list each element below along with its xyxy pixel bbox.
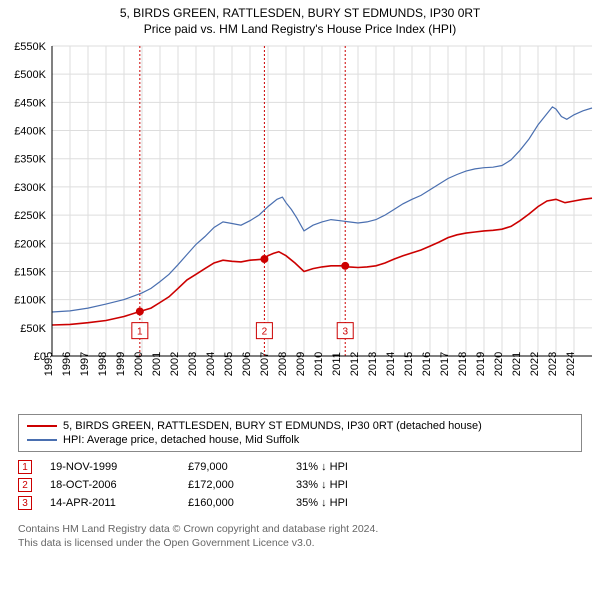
y-tick-label: £500K <box>14 69 46 81</box>
y-tick-label: £100K <box>14 295 46 307</box>
legend-row: HPI: Average price, detached house, Mid … <box>27 433 573 447</box>
event-date: 14-APR-2011 <box>50 497 170 509</box>
chart-titles: 5, BIRDS GREEN, RATTLESDEN, BURY ST EDMU… <box>0 0 600 38</box>
footer-line1: Contains HM Land Registry data © Crown c… <box>18 522 582 536</box>
x-tick-label: 1999 <box>115 352 127 376</box>
y-tick-label: £250K <box>14 210 46 222</box>
y-tick-label: £200K <box>14 238 46 250</box>
chart-svg: £0£50K£100K£150K£200K£250K£300K£350K£400… <box>0 38 600 408</box>
footer-attribution: Contains HM Land Registry data © Crown c… <box>18 522 582 550</box>
x-tick-label: 1998 <box>97 352 109 376</box>
x-tick-label: 2002 <box>169 352 181 376</box>
event-hpi: 31% ↓ HPI <box>296 461 416 473</box>
x-tick-label: 2020 <box>493 352 505 376</box>
x-tick-label: 2006 <box>241 352 253 376</box>
y-tick-label: £50K <box>20 323 46 335</box>
title-address: 5, BIRDS GREEN, RATTLESDEN, BURY ST EDMU… <box>0 6 600 20</box>
event-point <box>260 255 268 263</box>
x-tick-label: 2003 <box>187 352 199 376</box>
legend-label: HPI: Average price, detached house, Mid … <box>63 434 299 446</box>
event-point <box>341 262 349 270</box>
event-hpi: 35% ↓ HPI <box>296 497 416 509</box>
event-price: £79,000 <box>188 461 278 473</box>
event-number-box: 2 <box>18 478 32 492</box>
x-tick-label: 2017 <box>439 352 451 376</box>
x-tick-label: 2023 <box>547 352 559 376</box>
x-tick-label: 2022 <box>529 352 541 376</box>
x-tick-label: 1995 <box>43 352 55 376</box>
events-table: 1 19-NOV-1999 £79,000 31% ↓ HPI 2 18-OCT-2006… <box>18 458 582 512</box>
x-tick-label: 2021 <box>511 352 523 376</box>
y-tick-label: £300K <box>14 182 46 194</box>
x-tick-label: 2010 <box>313 352 325 376</box>
x-tick-label: 2005 <box>223 352 235 376</box>
legend-box: 5, BIRDS GREEN, RATTLESDEN, BURY ST EDMU… <box>18 414 582 452</box>
x-tick-label: 1996 <box>61 352 73 376</box>
x-tick-label: 2007 <box>259 352 271 376</box>
footer-line2: This data is licensed under the Open Gov… <box>18 536 582 550</box>
y-tick-label: £450K <box>14 97 46 109</box>
event-marker-number: 2 <box>262 326 268 337</box>
event-number-box: 1 <box>18 460 32 474</box>
event-marker-number: 1 <box>137 326 143 337</box>
y-tick-label: £550K <box>14 41 46 53</box>
x-tick-label: 2018 <box>457 352 469 376</box>
event-row: 3 14-APR-2011 £160,000 35% ↓ HPI <box>18 494 582 512</box>
x-tick-label: 2000 <box>133 352 145 376</box>
y-tick-label: £150K <box>14 266 46 278</box>
title-subtitle: Price paid vs. HM Land Registry's House … <box>0 22 600 36</box>
x-tick-label: 2004 <box>205 352 217 376</box>
y-tick-label: £350K <box>14 154 46 166</box>
event-row: 1 19-NOV-1999 £79,000 31% ↓ HPI <box>18 458 582 476</box>
legend-label: 5, BIRDS GREEN, RATTLESDEN, BURY ST EDMU… <box>63 420 482 432</box>
y-tick-label: £400K <box>14 126 46 138</box>
event-price: £160,000 <box>188 497 278 509</box>
x-tick-label: 2016 <box>421 352 433 376</box>
legend-swatch <box>27 425 57 427</box>
x-tick-label: 2012 <box>349 352 361 376</box>
chart-plot: £0£50K£100K£150K£200K£250K£300K£350K£400… <box>0 38 600 408</box>
event-number-box: 3 <box>18 496 32 510</box>
x-tick-label: 1997 <box>79 352 91 376</box>
legend-swatch <box>27 439 57 441</box>
event-date: 19-NOV-1999 <box>50 461 170 473</box>
x-tick-label: 2001 <box>151 352 163 376</box>
event-hpi: 33% ↓ HPI <box>296 479 416 491</box>
x-tick-label: 2008 <box>277 352 289 376</box>
event-date: 18-OCT-2006 <box>50 479 170 491</box>
chart-container: 5, BIRDS GREEN, RATTLESDEN, BURY ST EDMU… <box>0 0 600 550</box>
x-tick-label: 2024 <box>565 352 577 376</box>
x-tick-label: 2014 <box>385 352 397 376</box>
x-tick-label: 2013 <box>367 352 379 376</box>
x-tick-label: 2015 <box>403 352 415 376</box>
event-marker-number: 3 <box>342 326 348 337</box>
legend-row: 5, BIRDS GREEN, RATTLESDEN, BURY ST EDMU… <box>27 419 573 433</box>
event-row: 2 18-OCT-2006 £172,000 33% ↓ HPI <box>18 476 582 494</box>
event-price: £172,000 <box>188 479 278 491</box>
x-tick-label: 2009 <box>295 352 307 376</box>
event-point <box>136 307 144 315</box>
x-tick-label: 2019 <box>475 352 487 376</box>
